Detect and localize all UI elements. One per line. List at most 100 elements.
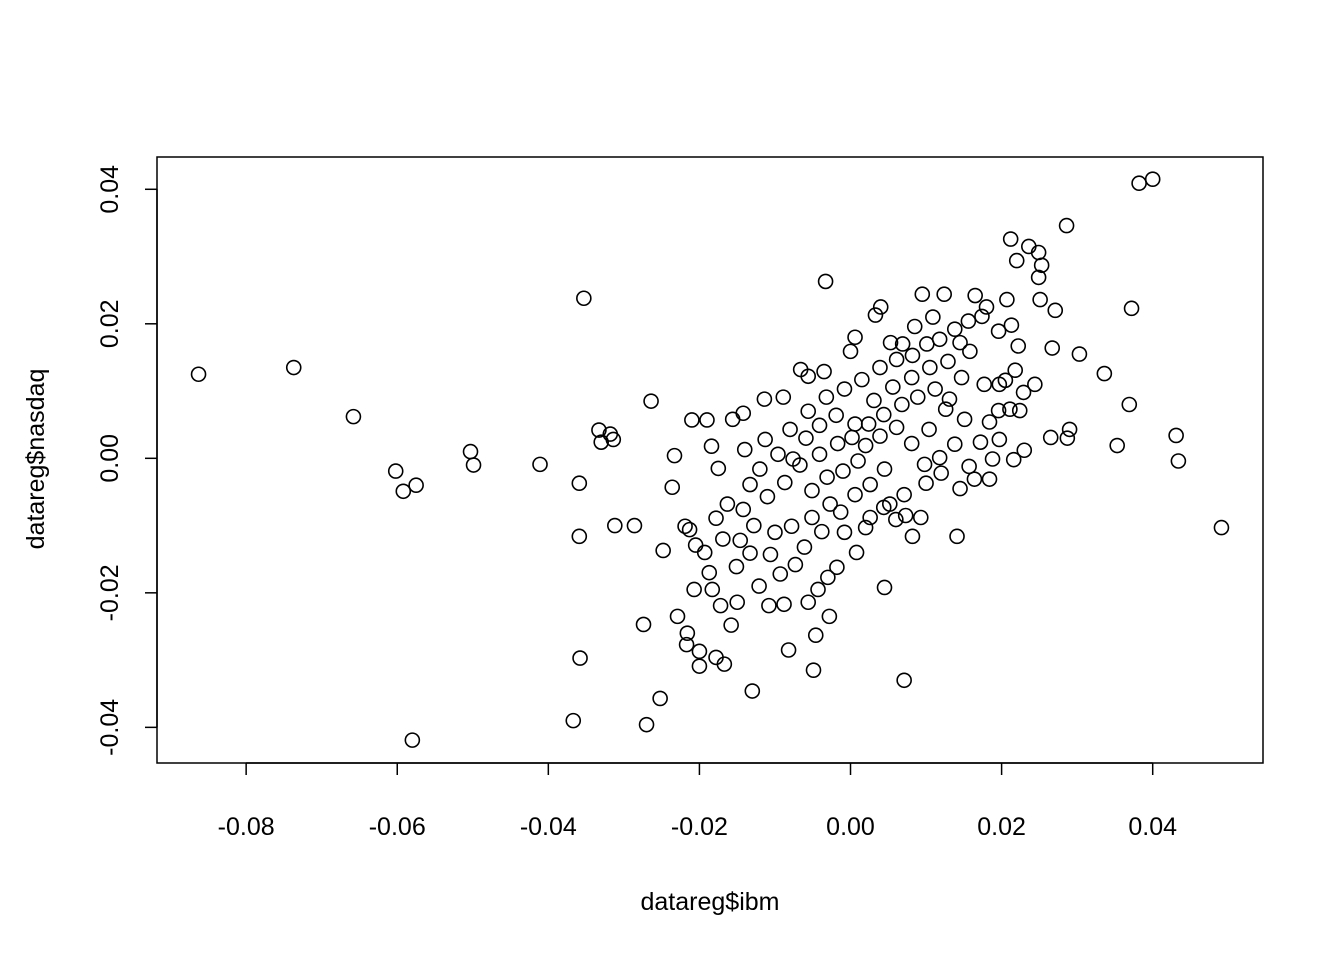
data-point [776, 596, 792, 613]
data-point [857, 437, 874, 454]
data-point [820, 569, 836, 586]
data-point [462, 443, 479, 460]
x-tick-label: -0.08 [218, 813, 275, 841]
data-point [1005, 451, 1022, 468]
data-point [729, 594, 745, 611]
data-point [783, 518, 800, 535]
data-point [735, 405, 752, 422]
data-point [1042, 429, 1059, 446]
data-point [896, 486, 912, 503]
data-point [872, 428, 888, 444]
data-point [847, 486, 863, 503]
data-point [571, 528, 588, 545]
data-point [1030, 269, 1047, 286]
data-point [876, 461, 893, 477]
data-point [822, 496, 838, 512]
data-point [916, 456, 933, 473]
data-point [836, 524, 853, 541]
data-point [1007, 362, 1024, 379]
data-point [847, 329, 863, 346]
data-point [811, 417, 828, 434]
data-point [759, 488, 776, 505]
data-point [946, 321, 963, 337]
x-tick-label: 0.02 [977, 813, 1026, 841]
data-point [862, 509, 878, 526]
data-point [810, 581, 826, 598]
x-tick-label: -0.04 [520, 813, 577, 841]
data-point [941, 391, 958, 407]
data-point [735, 501, 752, 518]
data-point [708, 510, 724, 526]
data-point [1011, 402, 1028, 419]
data-point [978, 299, 995, 315]
data-point [744, 683, 761, 699]
data-point [746, 517, 762, 534]
data-point [669, 608, 686, 625]
data-point [1021, 238, 1037, 255]
data-point [829, 435, 846, 452]
data-point [780, 642, 797, 658]
data-point [742, 476, 758, 493]
data-point [876, 579, 893, 596]
data-point [1003, 317, 1020, 333]
data-point [956, 411, 973, 428]
data-point [897, 507, 914, 524]
data-point [952, 334, 968, 351]
data-point [796, 539, 813, 555]
data-point [686, 581, 702, 598]
data-point [896, 672, 912, 689]
data-point [1047, 302, 1064, 319]
data-point [844, 429, 860, 446]
data-point [1032, 291, 1048, 308]
data-point [775, 389, 792, 405]
data-point [757, 431, 773, 448]
data-point [937, 401, 954, 418]
data-point [888, 511, 904, 528]
data-point [933, 465, 949, 481]
data-point [991, 376, 1008, 393]
data-point [591, 422, 607, 438]
data-point [922, 359, 938, 376]
data-point [1109, 437, 1125, 454]
data-point [708, 649, 724, 666]
data-point [991, 431, 1008, 448]
data-point [821, 608, 838, 625]
data-point [1213, 519, 1230, 536]
data-point [465, 457, 482, 473]
plot-box [156, 156, 1264, 764]
data-point [894, 336, 911, 352]
data-point [952, 480, 968, 497]
data-point [850, 453, 866, 469]
data-point [817, 273, 834, 290]
data-point [605, 431, 622, 448]
data-point [742, 545, 758, 561]
data-point [715, 531, 731, 547]
data-point [395, 483, 412, 500]
data-point [1061, 421, 1078, 438]
data-point [882, 334, 899, 351]
data-point [888, 351, 905, 368]
data-point [925, 309, 941, 325]
data-point [1008, 252, 1025, 269]
data-point [885, 379, 901, 395]
data-point [912, 509, 929, 526]
data-point [1033, 257, 1050, 274]
data-point [638, 716, 655, 733]
data-point [974, 308, 990, 325]
data-point [285, 359, 302, 376]
data-point [931, 331, 948, 348]
data-point [691, 658, 708, 674]
data-point [800, 368, 817, 385]
data-point [903, 435, 920, 452]
data-point [724, 411, 741, 428]
x-axis: -0.08 -0.06 -0.04 -0.02 0.00 0.02 0.04 [218, 762, 1177, 841]
data-point [652, 690, 668, 707]
data-point [848, 544, 865, 561]
data-point [1096, 365, 1113, 382]
data-point [736, 441, 753, 458]
data-point [816, 363, 832, 380]
y-tick-label: 0.04 [96, 165, 124, 214]
data-point [1016, 442, 1033, 459]
data-point [719, 496, 736, 512]
